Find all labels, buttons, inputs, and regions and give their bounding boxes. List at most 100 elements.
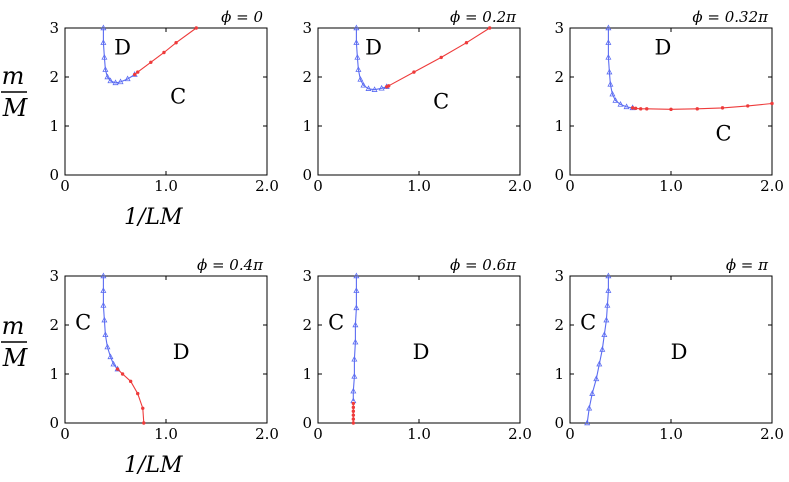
data-point-red (387, 84, 391, 88)
y-tick-label: 1 (554, 365, 564, 383)
y-axis-label-bottom-numerator: m (2, 312, 25, 340)
data-point-red (645, 107, 649, 111)
region-label-C: C (328, 311, 344, 335)
data-point-blue (584, 419, 591, 426)
data-point-red (351, 401, 356, 406)
y-axis-label-top-denominator: M (2, 94, 29, 122)
x-axis-label-bottom: 1/LM (124, 453, 183, 478)
data-point-blue (596, 360, 603, 367)
data-point-blue (357, 75, 364, 82)
y-tick-label: 3 (49, 19, 59, 37)
data-point-red (115, 367, 120, 371)
panel-phi-0: 0 1.0 2.0 0 1 2 3 ϕ = 0 D C (49, 8, 278, 195)
data-point-blue (593, 375, 600, 382)
data-point-blue (352, 338, 359, 345)
x-tick-label: 1.0 (407, 177, 431, 195)
region-label-C: C (715, 121, 731, 145)
region-label-D: D (173, 340, 190, 364)
region-label-C: C (75, 311, 91, 335)
x-tick-label: 2.0 (255, 425, 279, 443)
data-point-blue (110, 360, 117, 367)
x-tick-label: 2.0 (760, 425, 784, 443)
data-point-red (120, 372, 125, 376)
data-point-blue (605, 24, 612, 31)
data-point-red (141, 406, 145, 410)
data-point-blue (351, 372, 358, 379)
y-axis-label-bottom: m M (1, 312, 29, 372)
y-tick-label: 2 (554, 316, 564, 334)
data-point-blue (603, 316, 610, 323)
y-axis-label-bottom-denominator: M (2, 344, 29, 372)
series-line-blue (102, 276, 118, 370)
series-line-red (134, 27, 197, 76)
series-line-blue (355, 28, 387, 91)
data-point-blue (100, 24, 107, 31)
y-tick-label: 1 (554, 117, 564, 135)
data-point-red (669, 107, 673, 112)
data-point-red (464, 41, 469, 45)
data-point-blue (100, 39, 107, 45)
x-tick-label: 0 (313, 425, 323, 443)
y-tick-label: 2 (302, 316, 312, 334)
panel-title: ϕ = 0.32π (692, 8, 769, 26)
y-tick-label: 1 (49, 117, 59, 135)
data-point-blue (617, 100, 624, 107)
data-point-red (128, 379, 133, 384)
region-label-D: D (671, 340, 688, 364)
data-point-blue (100, 301, 107, 308)
data-point-blue (353, 287, 360, 293)
x-axis-label-top: 1/LM (124, 205, 183, 230)
data-point-blue (104, 343, 111, 350)
data-point-blue (365, 85, 372, 91)
x-tick-label: 1.0 (154, 425, 178, 443)
data-point-blue (351, 355, 358, 362)
y-tick-label: 0 (49, 166, 59, 184)
data-point-blue (589, 390, 596, 396)
data-point-blue (623, 103, 630, 110)
x-tick-label: 0 (313, 177, 323, 195)
data-point-blue (607, 80, 614, 87)
data-point-red (488, 26, 492, 30)
data-point-red (132, 72, 137, 77)
data-point-blue (605, 272, 612, 279)
series-line-blue (586, 276, 609, 424)
data-point-red (439, 55, 443, 60)
y-tick-label: 2 (554, 68, 564, 86)
panel-phi-0-6pi: 0 1.0 2.0 0 1 2 3 ϕ = 0.6π C D (302, 256, 531, 443)
x-tick-label: 2.0 (760, 177, 784, 195)
panel-phi-pi: 0 1.0 2.0 0 1 2 3 ϕ = π C D (554, 256, 783, 443)
y-tick-label: 0 (554, 414, 564, 432)
data-point-blue (360, 81, 367, 88)
y-tick-label: 0 (49, 414, 59, 432)
series-line-red (632, 102, 773, 110)
data-point-red (746, 104, 750, 108)
data-point-blue (107, 77, 114, 84)
data-point-red (630, 106, 635, 110)
data-point-blue (605, 287, 612, 293)
panel-phi-0-2pi: 0 1.0 2.0 0 1 2 3 ϕ = 0.2π D C (302, 8, 531, 195)
data-point-blue (353, 24, 360, 31)
series-line-red (117, 368, 145, 424)
data-point-blue (605, 39, 612, 45)
data-point-blue (350, 387, 357, 394)
data-point-red (162, 50, 166, 55)
data-point-blue (609, 90, 616, 97)
region-label-C: C (170, 85, 186, 109)
data-point-blue (352, 321, 359, 328)
x-tick-label: 0 (565, 425, 575, 443)
data-point-blue (355, 66, 362, 72)
data-point-blue (612, 97, 619, 103)
data-point-blue (104, 73, 111, 80)
data-point-blue (605, 53, 612, 60)
data-point-blue (378, 84, 385, 91)
data-point-red (149, 60, 153, 64)
y-tick-label: 3 (302, 267, 312, 285)
x-tick-label: 2.0 (508, 177, 532, 195)
series-line-blue (352, 276, 357, 401)
x-tick-label: 0 (565, 177, 575, 195)
plot-frame (317, 27, 521, 176)
panel-phi-0-4pi: 0 1.0 2.0 0 1 2 3 ϕ = 0.4π C D (49, 256, 278, 443)
panel-title: ϕ = 0.6π (450, 256, 517, 274)
data-point-blue (124, 75, 131, 82)
